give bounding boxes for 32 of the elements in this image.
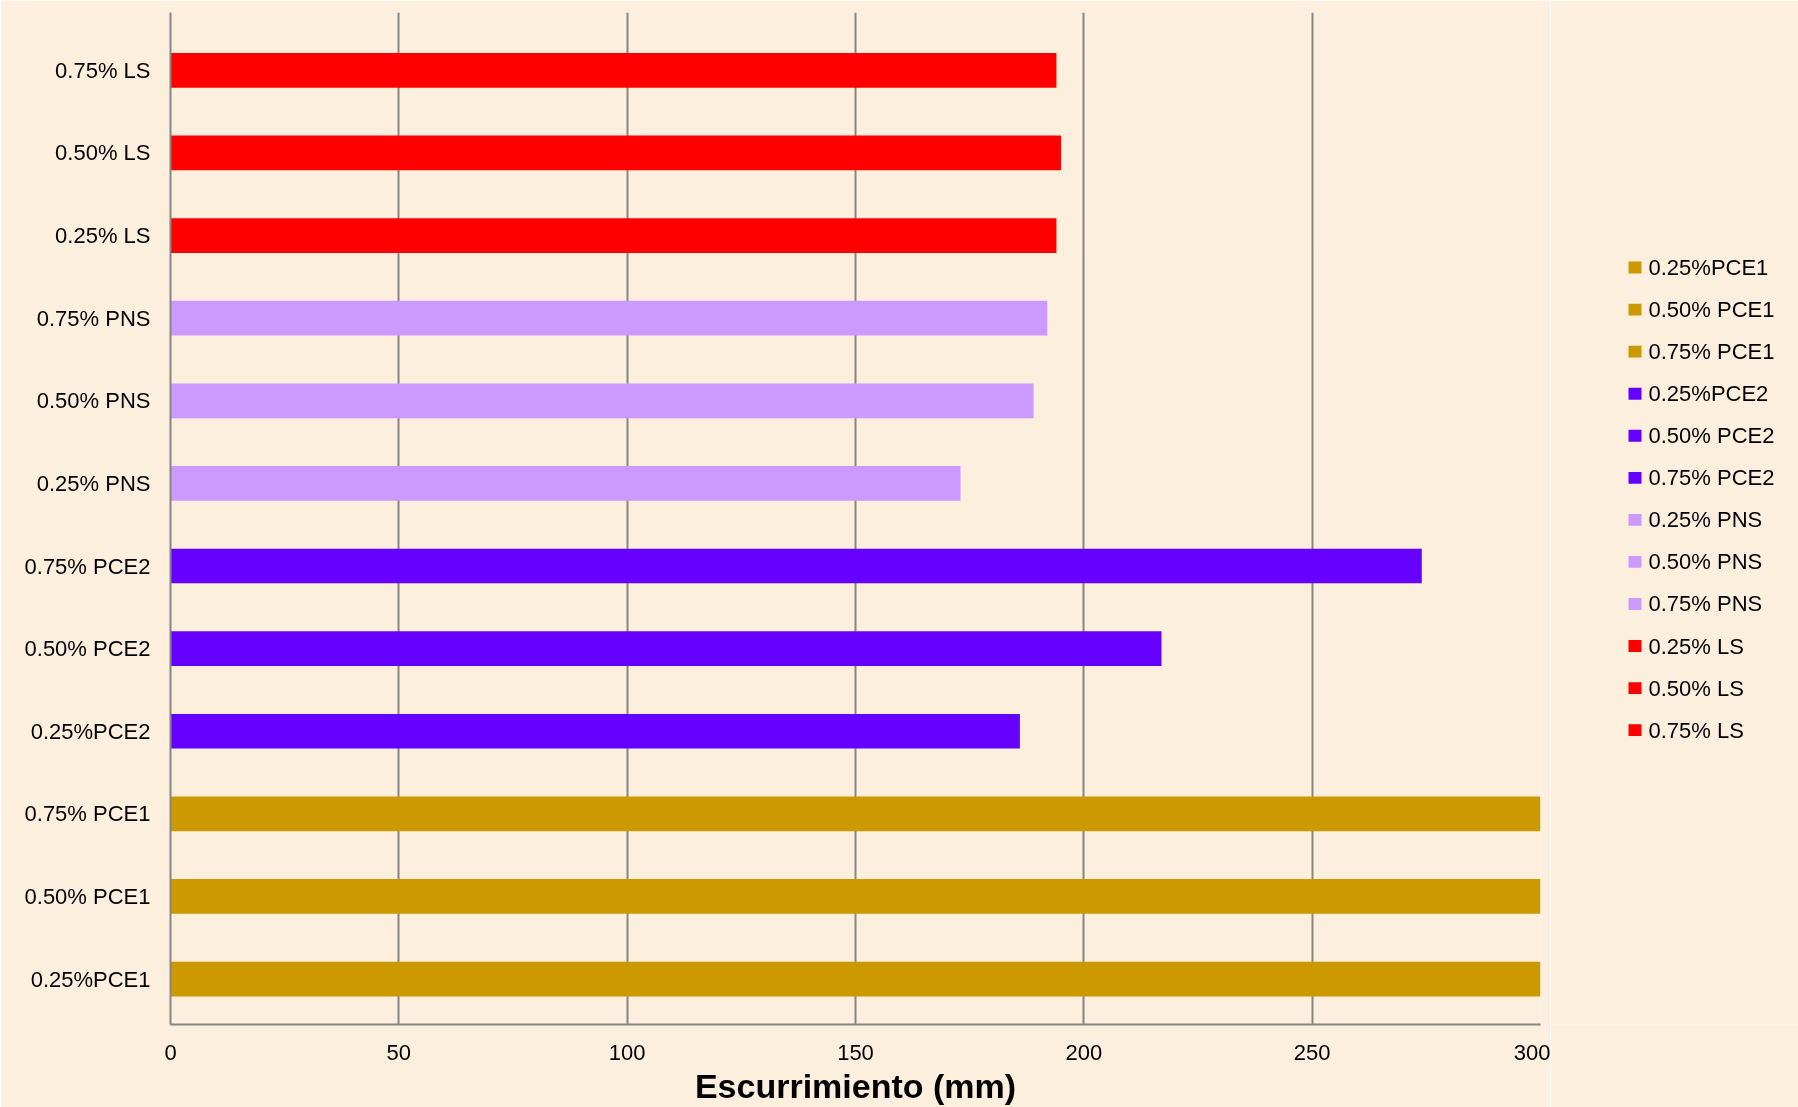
x-tick-label: 250 xyxy=(1293,1039,1331,1065)
legend-label: 0.75% LS xyxy=(1648,717,1744,743)
x-tick-label: 300 xyxy=(1513,1039,1551,1065)
x-tick-label: 100 xyxy=(608,1039,646,1065)
x-axis-title: Escurrimiento (mm) xyxy=(694,1066,1017,1105)
y-tick-label: 0.50% PCE2 xyxy=(24,636,151,662)
y-tick-label: 0.75% LS xyxy=(55,57,151,83)
legend-label: 0.75% PNS xyxy=(1648,591,1763,617)
legend-label: 0.50% LS xyxy=(1648,675,1744,701)
legend-label: 0.50% PNS xyxy=(1648,549,1763,575)
y-tick-label: 0.50% PCE1 xyxy=(24,883,151,909)
y-tick-label: 0.25% LS xyxy=(55,223,151,249)
legend-label: 0.50% PCE1 xyxy=(1648,297,1775,323)
legend-label: 0.25% PNS xyxy=(1648,507,1763,533)
legend-label: 0.25%PCE2 xyxy=(1648,381,1769,407)
y-tick-label: 0.25%PCE1 xyxy=(30,966,151,992)
legend-label: 0.25%PCE1 xyxy=(1648,255,1769,281)
y-tick-label: 0.75% PNS xyxy=(36,305,151,331)
y-tick-label: 0.25% PNS xyxy=(36,470,151,496)
y-tick-label: 0.50% PNS xyxy=(36,388,151,414)
x-tick-label: 0 xyxy=(164,1039,177,1065)
legend-label: 0.75% PCE1 xyxy=(1648,339,1775,365)
legend-label: 0.75% PCE2 xyxy=(1648,465,1775,491)
x-tick-label: 150 xyxy=(837,1039,874,1065)
y-tick-label: 0.25%PCE2 xyxy=(30,718,151,744)
y-tick-label: 0.50% LS xyxy=(55,140,151,166)
x-tick-label: 200 xyxy=(1065,1039,1103,1065)
y-tick-label: 0.75% PCE1 xyxy=(24,801,151,827)
x-tick-label: 50 xyxy=(386,1039,412,1065)
legend-label: 0.25% LS xyxy=(1648,633,1744,659)
legend-label: 0.50% PCE2 xyxy=(1648,423,1775,449)
y-tick-label: 0.75% PCE2 xyxy=(24,553,151,579)
